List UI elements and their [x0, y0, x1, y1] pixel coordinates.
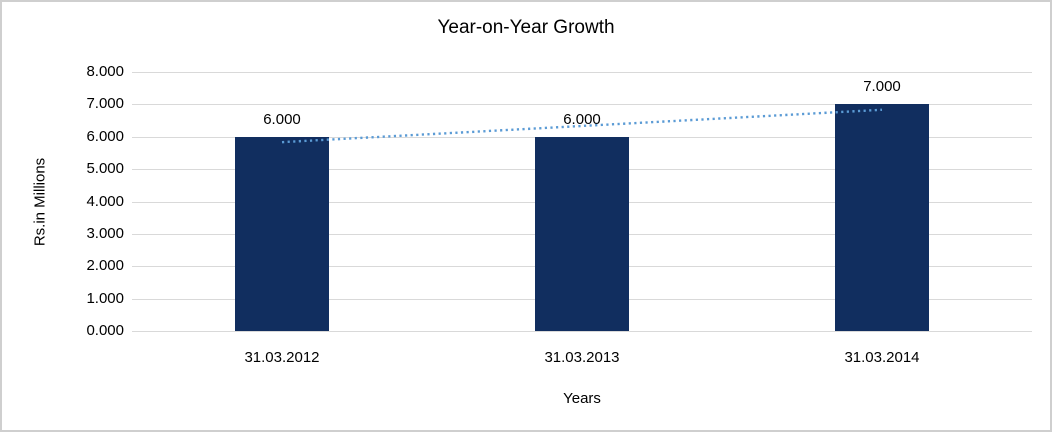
gridline: [132, 104, 1032, 106]
chart-title: Year-on-Year Growth: [437, 17, 615, 38]
bar: [235, 136, 329, 331]
y-tick-label: 6.000: [86, 127, 124, 145]
x-tick-label: 31.03.2013: [544, 349, 620, 366]
plot-area: 6.000 6.000 7.000: [132, 72, 1032, 332]
bar-value-label: 6.000: [563, 110, 601, 128]
bar-value-label: 7.000: [863, 78, 901, 96]
y-tick-label: 5.000: [86, 160, 124, 178]
gridline: [132, 331, 1032, 332]
x-tick-label: 31.03.2012: [244, 349, 320, 366]
y-tick-label: 7.000: [86, 95, 124, 113]
y-tick-label: 4.000: [86, 192, 124, 210]
bar: [835, 104, 929, 331]
bar-value-label: 6.000: [263, 110, 301, 128]
y-tick-label: 3.000: [86, 224, 124, 242]
y-tick-label: 0.000: [86, 322, 124, 339]
x-tick-label: 31.03.2014: [844, 349, 920, 366]
x-axis-title: Years: [563, 390, 601, 407]
y-tick-label: 1.000: [86, 289, 124, 307]
gridline: [132, 72, 1032, 73]
x-axis: 31.03.2012 31.03.2013 31.03.2014: [132, 342, 1032, 366]
y-tick-label: 8.000: [86, 63, 124, 80]
y-axis: 0.000 1.000 2.000 3.000 4.000 5.000 6.000 7.000…: [2, 63, 124, 339]
bar: [535, 136, 629, 331]
y-tick-label: 2.000: [86, 257, 124, 275]
